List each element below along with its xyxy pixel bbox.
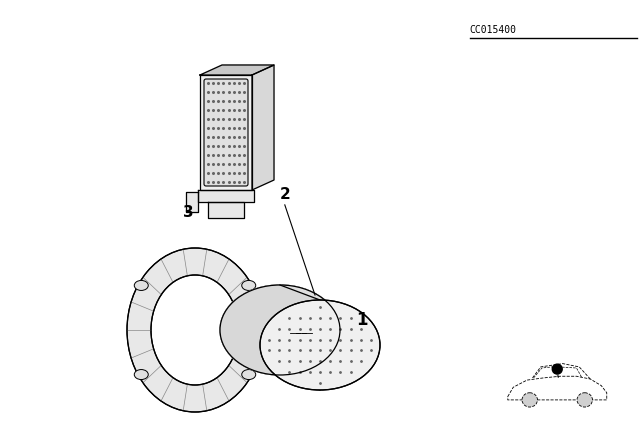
Polygon shape xyxy=(508,376,607,400)
Polygon shape xyxy=(252,65,274,190)
Ellipse shape xyxy=(151,275,239,385)
Circle shape xyxy=(552,364,562,374)
Text: CC015400: CC015400 xyxy=(469,26,516,35)
Polygon shape xyxy=(280,285,380,390)
Text: 1: 1 xyxy=(356,311,367,329)
Ellipse shape xyxy=(134,280,148,290)
FancyBboxPatch shape xyxy=(204,79,248,186)
Polygon shape xyxy=(208,202,244,218)
Polygon shape xyxy=(198,190,254,202)
Polygon shape xyxy=(220,285,320,390)
Ellipse shape xyxy=(242,370,256,379)
Polygon shape xyxy=(200,75,252,190)
Ellipse shape xyxy=(134,370,148,379)
Ellipse shape xyxy=(260,300,380,390)
Ellipse shape xyxy=(577,393,593,407)
Text: 3: 3 xyxy=(184,205,194,220)
Polygon shape xyxy=(186,192,198,212)
Ellipse shape xyxy=(220,285,340,375)
Polygon shape xyxy=(200,65,274,75)
Text: 2: 2 xyxy=(280,187,290,202)
Ellipse shape xyxy=(522,393,538,407)
Ellipse shape xyxy=(127,248,263,412)
Ellipse shape xyxy=(242,280,256,290)
